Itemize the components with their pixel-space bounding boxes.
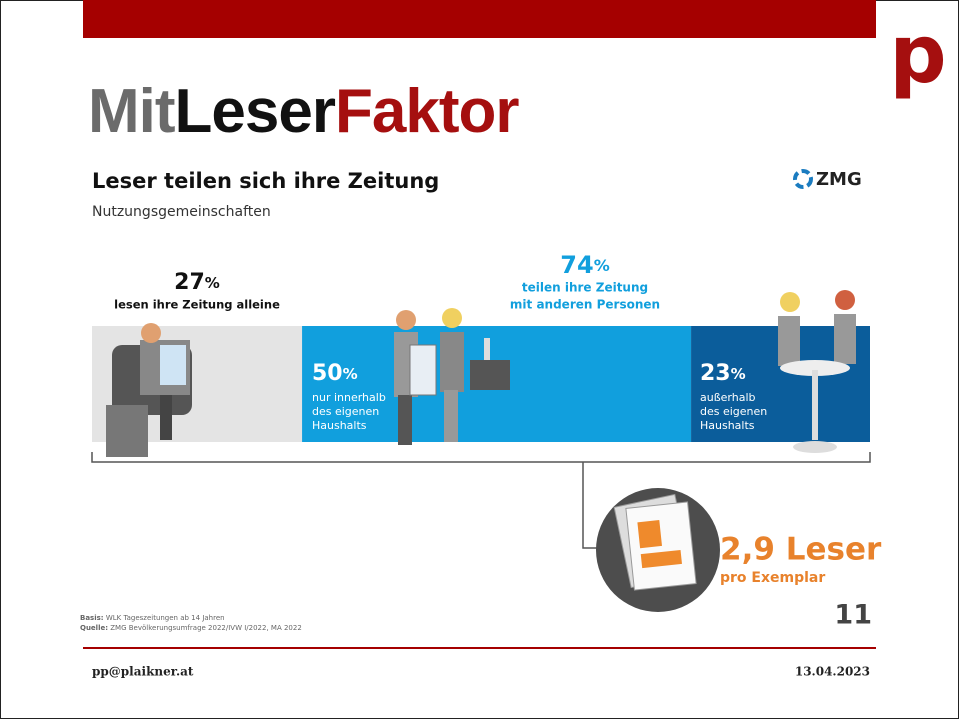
result-value: 2,9 Leser xyxy=(720,532,882,568)
result-caption: pro Exemplar xyxy=(720,570,825,586)
note-key: Quelle: xyxy=(80,624,108,632)
note-text: ZMG Bevölkerungsumfrage 2022/IVW I/2022,… xyxy=(110,624,302,632)
brand: ZMG xyxy=(816,169,862,190)
newspaper-icon xyxy=(613,493,697,591)
unit: % xyxy=(343,365,358,383)
note-key: Basis: xyxy=(80,614,104,622)
title-part: Leser xyxy=(175,77,336,146)
value: 74 xyxy=(560,251,593,279)
footer-email: pp@plaikner.at xyxy=(92,665,194,679)
value: 50 xyxy=(312,361,343,386)
footer-date: 13.04.2023 xyxy=(795,665,870,679)
brand-icon xyxy=(793,169,813,189)
segment-caption: lesen ihre Zeitung alleine xyxy=(114,298,280,312)
top-bar xyxy=(83,0,876,38)
title-part: Mit xyxy=(88,77,175,146)
segment-caption: des eigenen xyxy=(700,405,767,418)
logo: p xyxy=(889,8,946,101)
unit: % xyxy=(205,274,220,292)
subheading: Nutzungsgemeinschaften xyxy=(92,204,271,220)
total-value: 74% xyxy=(560,251,609,279)
note: Quelle: ZMG Bevölkerungsumfrage 2022/IVW… xyxy=(80,624,302,632)
segment-caption: des eigenen xyxy=(312,405,379,418)
unit: % xyxy=(594,256,610,275)
page-number: 11 xyxy=(834,600,872,631)
segment-value: 50% xyxy=(312,361,358,386)
main-title: MitLeserFaktor xyxy=(88,77,519,146)
note: Basis: WLK Tageszeitungen ab 14 Jahren xyxy=(80,614,225,622)
heading: Leser teilen sich ihre Zeitung xyxy=(92,169,439,193)
segment-caption: Haushalts xyxy=(700,419,755,432)
title-part: Faktor xyxy=(335,77,519,146)
illustration-household xyxy=(394,308,510,445)
value: 27 xyxy=(174,270,205,295)
segment-caption: nur innerhalb xyxy=(312,391,386,404)
segment-caption: Haushalts xyxy=(312,419,367,432)
segment-caption: außerhalb xyxy=(700,391,756,404)
total-caption: teilen ihre Zeitung xyxy=(522,281,648,295)
note-text: WLK Tageszeitungen ab 14 Jahren xyxy=(106,614,225,622)
footer-line xyxy=(83,647,876,649)
value: 23 xyxy=(700,361,731,386)
segment-value: 23% xyxy=(700,361,746,386)
total-caption: mit anderen Personen xyxy=(510,298,660,312)
illustration-alone xyxy=(106,323,192,457)
segment-value: 27% xyxy=(174,270,220,295)
unit: % xyxy=(731,365,746,383)
illustration-outside xyxy=(778,290,856,453)
